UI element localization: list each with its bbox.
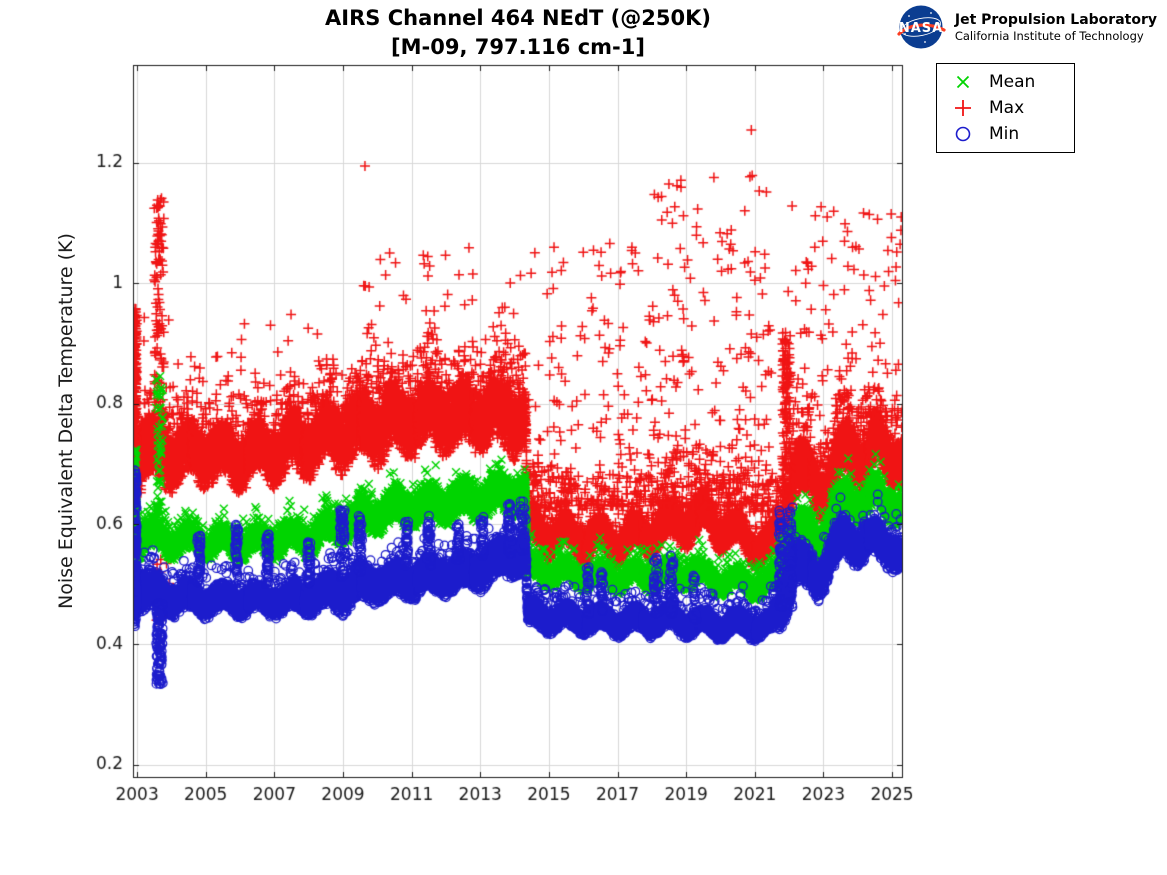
legend-item-mean: Mean: [937, 72, 1074, 92]
min-marker-icon: [937, 124, 989, 144]
svg-text:NASA: NASA: [899, 21, 943, 36]
chart-title: AIRS Channel 464 NEdT (@250K): [325, 6, 711, 30]
legend-item-max: Max: [937, 98, 1074, 118]
max-marker-icon: [937, 98, 989, 118]
legend-box: Mean Max Min: [936, 63, 1075, 153]
legend-label-mean: Mean: [989, 72, 1036, 92]
caltech-name: California Institute of Technology: [954, 28, 1144, 43]
jpl-name: Jet Propulsion Laboratory: [954, 11, 1157, 28]
legend-label-min: Min: [989, 124, 1020, 144]
chart-subtitle: [M-09, 797.116 cm-1]: [391, 35, 645, 59]
nasa-meatball-icon: NASA: [897, 5, 946, 49]
legend-label-max: Max: [989, 98, 1025, 118]
legend-item-min: Min: [937, 124, 1074, 144]
mean-marker-icon: [937, 73, 989, 91]
jpl-logo: NASA Jet Propulsion Laboratory Californi…: [895, 4, 1157, 50]
jpl-wordmark: Jet Propulsion Laboratory California Ins…: [955, 12, 1157, 43]
y-axis-label: Noise Equivalent Delta Temperature (K): [55, 233, 77, 609]
chart-title-block: AIRS Channel 464 NEdT (@250K) [M-09, 797…: [133, 4, 903, 62]
